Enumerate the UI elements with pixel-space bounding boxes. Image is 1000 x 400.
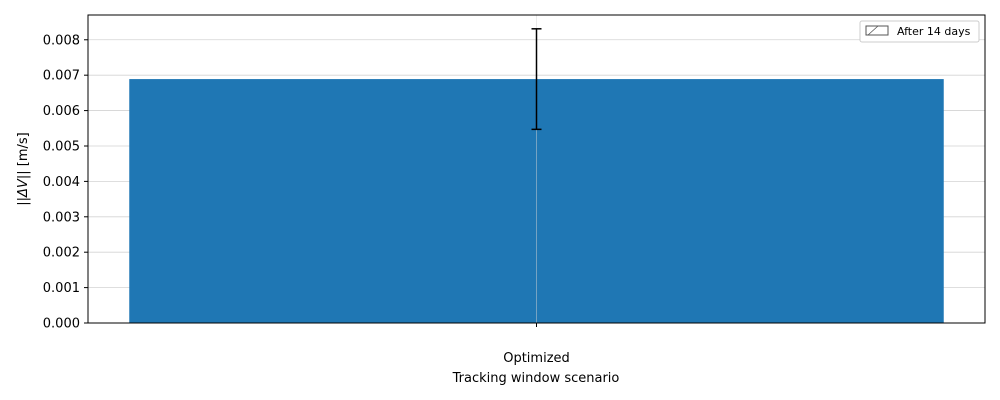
y-tick-label: 0.005 [43,139,80,154]
y-axis-ticks: 0.000 0.001 0.002 0.003 0.004 0.005 0.006 0.007… [43,33,88,332]
x-axis-ticks: Optimized [503,323,570,366]
x-axis-label: Tracking window scenario [452,371,620,386]
y-tick-label: 0.001 [43,281,80,296]
legend-frame [859,20,980,43]
y-axis-label: ||ΔV|| [m/s] [16,132,31,205]
y-axis-label-prefix: || [16,197,31,206]
y-axis-label-suffix: || [m/s] [16,132,31,179]
error-bars [531,28,542,131]
x-tick-label: Optimized [503,351,570,366]
y-tick-label: 0.006 [43,104,80,119]
legend-swatch [865,25,889,36]
legend: After 14 days [859,20,980,43]
y-tick-label: 0.002 [43,246,80,261]
y-tick-label: 0.007 [43,69,80,84]
legend-label: After 14 days [897,25,971,38]
y-tick-label: 0.003 [43,210,80,225]
y-tick-label: 0.004 [43,175,80,190]
y-tick-label: 0.008 [43,33,80,48]
legend-swatch-hatch [867,25,879,36]
y-tick-label: 0.000 [43,317,80,332]
y-axis-label-symbol: ΔV [16,178,31,198]
